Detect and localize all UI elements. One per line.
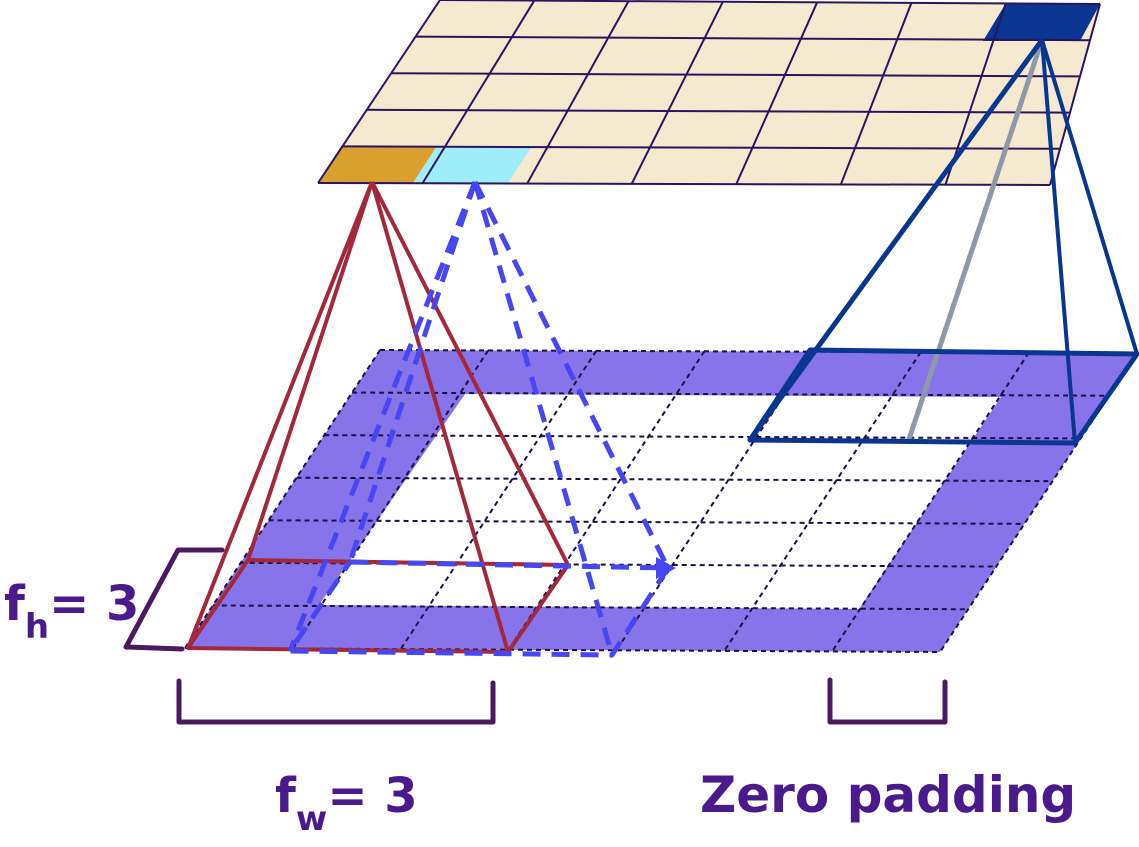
output-cell-bottom-left <box>318 146 437 183</box>
output-grid-lines <box>317 0 1101 186</box>
brackets <box>123 547 948 725</box>
navy-edge <box>1040 39 1077 444</box>
fw-label-main: f <box>275 768 297 824</box>
input-grid-row-line <box>324 434 1081 440</box>
output-grid-col-line <box>317 0 441 184</box>
blue-dashed-edge <box>472 181 615 656</box>
blue-dashed-edge <box>347 181 478 563</box>
input-grid-col-line <box>399 350 598 650</box>
output-grid-row-line <box>366 108 1071 114</box>
blue-dashed-window <box>287 559 671 658</box>
input-grid-col-line <box>939 352 1138 653</box>
output-feature-map <box>317 0 1101 186</box>
red-edge <box>246 181 374 561</box>
fh-label-main: f <box>4 576 26 632</box>
fw-bracket <box>176 678 496 725</box>
input-grid-col-line <box>723 351 922 652</box>
fh-label-sub: h <box>25 607 49 647</box>
output-cell-bottom-second <box>413 146 532 183</box>
receptive-field-blue-dashed <box>287 180 671 658</box>
fh-label: fh= 3 <box>4 576 139 647</box>
zero-padding-label: Zero padding <box>700 766 1076 824</box>
input-layer <box>184 349 1138 653</box>
zero-padding-bracket <box>827 677 948 725</box>
output-grid-row-line <box>317 182 1051 186</box>
blue-dashed-edge <box>472 180 671 570</box>
input-interior <box>319 394 1001 609</box>
input-grid-col-line <box>831 352 1030 652</box>
red-edge <box>370 181 570 566</box>
fw-label-rest: = 3 <box>327 768 417 824</box>
fh-label-rest: = 3 <box>49 576 139 632</box>
output-grid-col-line <box>735 1 819 185</box>
fh-bracket <box>123 547 225 652</box>
output-grid-col-line <box>630 1 724 185</box>
fw-label: fw= 3 <box>275 768 418 839</box>
red-edge <box>370 181 510 653</box>
output-grid-col-line <box>1049 3 1101 186</box>
navy-edge <box>747 38 1045 442</box>
navy-edge-back <box>905 39 1045 443</box>
input-grid-col-line <box>507 350 706 651</box>
output-grid-col-line <box>421 0 536 184</box>
fw-label-sub: w <box>296 799 327 839</box>
input-grid-col-line <box>292 349 489 650</box>
output-map-fill <box>318 0 1100 185</box>
output-grid-col-line <box>526 0 630 185</box>
navy-edge <box>1040 39 1139 355</box>
receptive-field-navy <box>747 38 1139 446</box>
output-grid-col-line <box>839 2 913 185</box>
output-grid-row-line <box>342 145 1061 150</box>
blue-dashed-arrowhead <box>656 557 676 579</box>
red-edge <box>186 181 374 649</box>
output-grid-row-line <box>439 0 1101 5</box>
input-grid-row-line <box>296 476 1053 483</box>
output-grid-row-line <box>415 35 1091 42</box>
output-cell-top-right <box>983 3 1100 41</box>
blue-dashed-edge <box>287 181 478 652</box>
output-grid-row-line <box>391 72 1081 78</box>
